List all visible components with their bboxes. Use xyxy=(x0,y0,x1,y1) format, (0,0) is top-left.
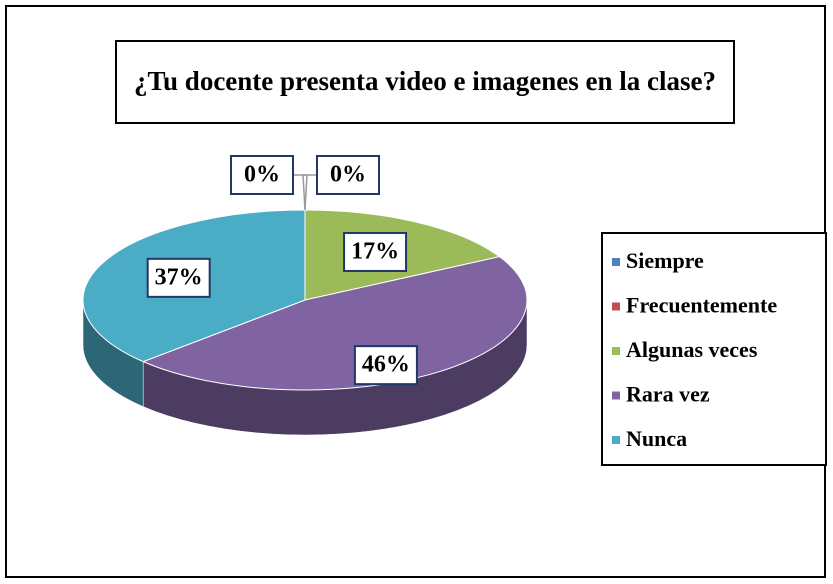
data-label-box xyxy=(230,155,294,195)
legend-box xyxy=(601,232,827,466)
legend-swatch xyxy=(612,347,620,355)
chart-title: ¿Tu docente presenta video e imagenes en… xyxy=(115,40,735,124)
data-label: 46% xyxy=(362,352,410,378)
data-label: 0% xyxy=(244,162,280,188)
legend-swatch xyxy=(612,391,620,400)
data-label-box xyxy=(146,257,211,298)
slice xyxy=(141,256,528,391)
data-label: 17% xyxy=(351,238,399,264)
legend-swatch xyxy=(612,258,620,266)
legend-label: Frecuentemente xyxy=(626,293,777,318)
data-label: 37% xyxy=(155,264,203,290)
legend-swatch xyxy=(612,436,620,444)
legend-label: Nunca xyxy=(626,426,687,451)
leader-line xyxy=(302,174,318,211)
data-label: 0% xyxy=(330,162,366,188)
legend-swatch xyxy=(612,302,620,311)
legend-label: Algunas veces xyxy=(626,337,758,362)
legend-label: Siempre xyxy=(626,248,704,273)
data-label-box xyxy=(343,231,408,272)
data-label-box xyxy=(353,345,418,386)
legend-label: Rara vez xyxy=(626,382,710,407)
data-label-box xyxy=(316,155,380,195)
